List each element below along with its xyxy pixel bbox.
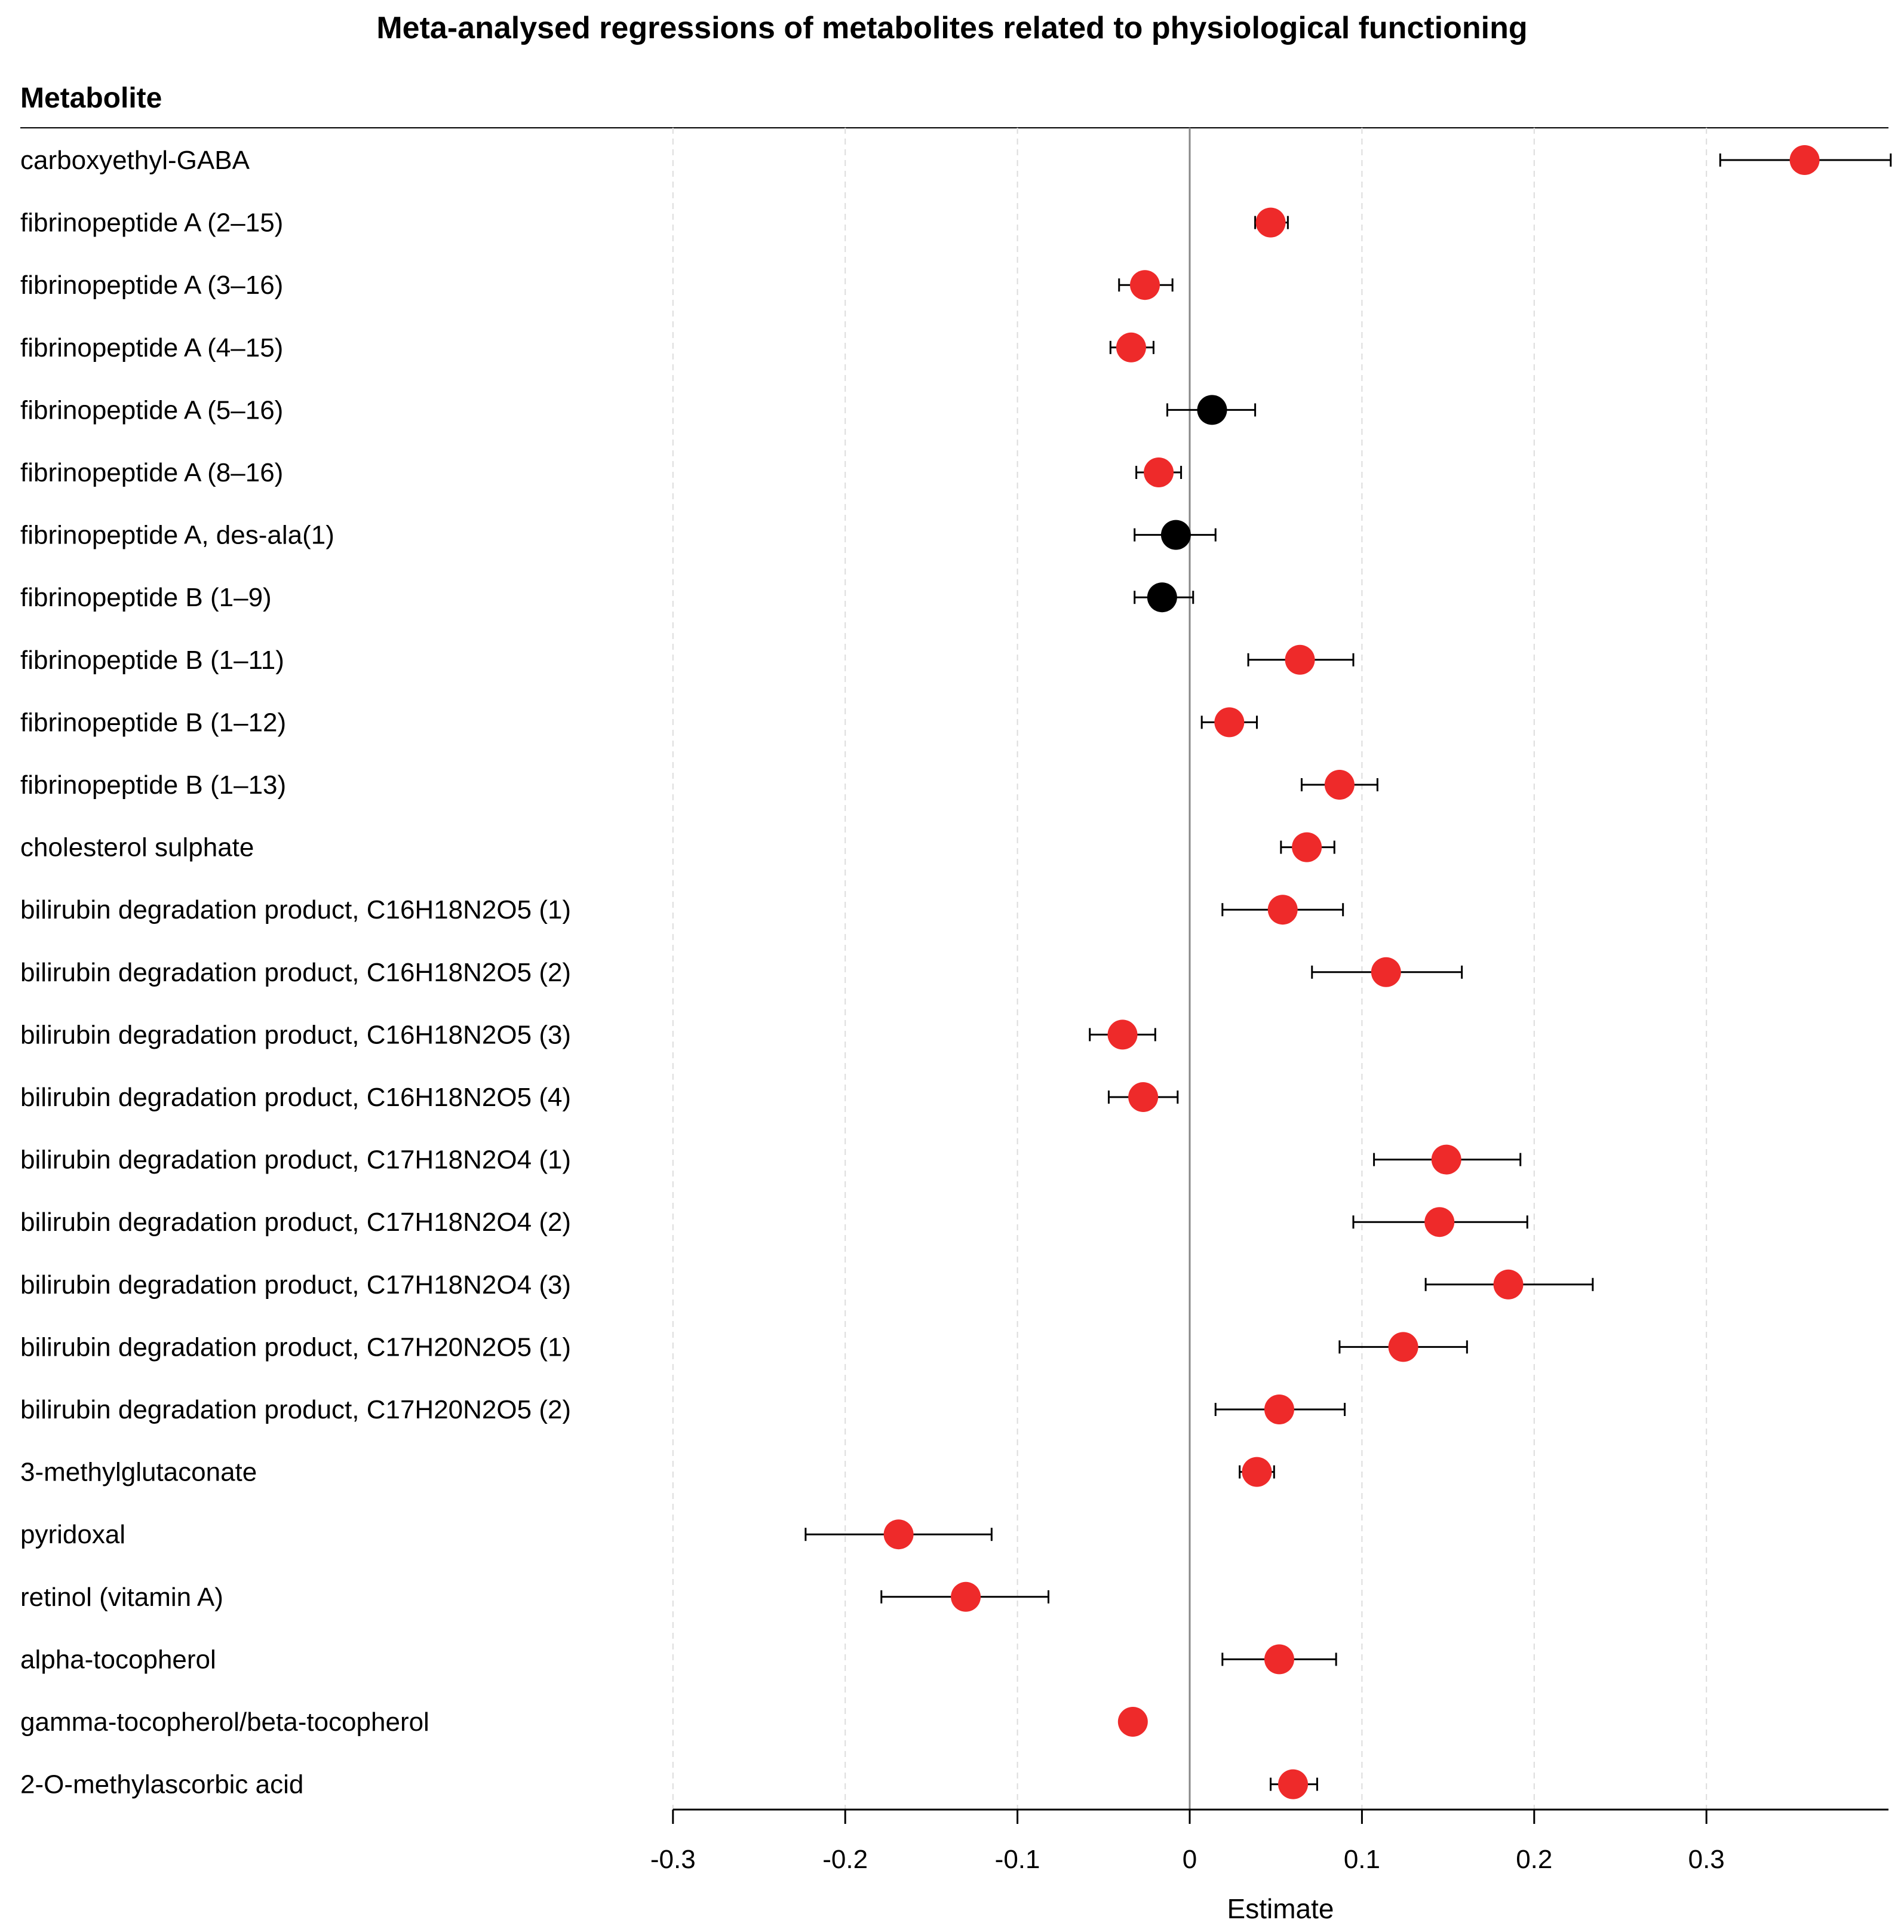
forest-row: bilirubin degradation product, C17H18N2O… [20, 1269, 1594, 1300]
column-header: Metabolite [20, 82, 162, 114]
metabolite-label: fibrinopeptide A (2–15) [20, 208, 283, 238]
forest-row: fibrinopeptide A (2–15) [20, 207, 1289, 238]
x-tick-label: -0.3 [650, 1845, 696, 1874]
forest-row: fibrinopeptide B (1–9) [20, 582, 1194, 613]
grid-lines [672, 128, 1708, 1810]
forest-row: bilirubin degradation product, C17H18N2O… [20, 1144, 1522, 1175]
estimate-point [1147, 582, 1177, 613]
estimate-point [1371, 957, 1401, 987]
forest-row: retinol (vitamin A) [20, 1581, 1050, 1612]
forest-row: fibrinopeptide B (1–13) [20, 770, 1378, 800]
metabolite-label: 3-methylglutaconate [20, 1458, 257, 1487]
metabolite-label: fibrinopeptide B (1–12) [20, 708, 286, 737]
estimate-point [1789, 145, 1820, 175]
estimate-point [1292, 832, 1322, 862]
metabolite-label: fibrinopeptide B (1–11) [20, 646, 284, 675]
x-tick-label: -0.2 [822, 1845, 868, 1874]
forest-row: bilirubin degradation product, C16H18N2O… [20, 1019, 1156, 1050]
metabolite-label: bilirubin degradation product, C16H18N2O… [20, 895, 571, 924]
estimate-point [1144, 457, 1174, 487]
forest-row: bilirubin degradation product, C17H20N2O… [20, 1332, 1468, 1362]
estimate-point [1267, 895, 1298, 925]
metabolite-label: cholesterol sulphate [20, 833, 254, 862]
estimate-point [1493, 1269, 1524, 1300]
forest-row: cholesterol sulphate [20, 832, 1335, 862]
estimate-point [1278, 1769, 1309, 1799]
estimate-point [1160, 520, 1191, 550]
estimate-point [1255, 207, 1286, 238]
metabolite-label: 2-O-methylascorbic acid [20, 1770, 303, 1799]
forest-row: 3-methylglutaconate [20, 1457, 1275, 1487]
estimate-point [1324, 770, 1355, 800]
forest-row: 2-O-methylascorbic acid [20, 1769, 1318, 1799]
rows: carboxyethyl-GABA fibrinopeptide A (2–15)… [20, 145, 1892, 1799]
metabolite-label: fibrinopeptide B (1–9) [20, 583, 272, 612]
forest-row: fibrinopeptide A, des-ala(1) [20, 520, 1217, 550]
x-tick-label: 0 [1183, 1845, 1197, 1874]
forest-row: fibrinopeptide A (5–16) [20, 395, 1257, 425]
x-axis-title: Estimate [1227, 1893, 1334, 1924]
estimate-point [1117, 1707, 1148, 1737]
estimate-point [883, 1519, 914, 1550]
metabolite-label: fibrinopeptide A (4–15) [20, 333, 283, 363]
forest-row: fibrinopeptide A (3–16) [20, 270, 1174, 300]
forest-row: bilirubin degradation product, C16H18N2O… [20, 957, 1463, 987]
metabolite-label: fibrinopeptide B (1–13) [20, 770, 286, 800]
forest-row: fibrinopeptide A (8–16) [20, 457, 1183, 487]
forest-row: pyridoxal [20, 1519, 993, 1550]
metabolite-label: bilirubin degradation product, C16H18N2O… [20, 1083, 571, 1112]
metabolite-label: bilirubin degradation product, C17H18N2O… [20, 1270, 571, 1300]
metabolite-label: fibrinopeptide A, des-ala(1) [20, 521, 334, 550]
x-tick-label: 0.1 [1344, 1845, 1380, 1874]
forest-row: bilirubin degradation product, C16H18N2O… [20, 895, 1344, 925]
metabolite-label: bilirubin degradation product, C17H20N2O… [20, 1395, 571, 1424]
x-tick-label: 0.3 [1688, 1845, 1725, 1874]
metabolite-label: fibrinopeptide A (3–16) [20, 271, 283, 300]
forest-row: fibrinopeptide B (1–11) [20, 644, 1355, 675]
estimate-point [1264, 1644, 1294, 1675]
metabolite-label: pyridoxal [20, 1520, 125, 1549]
estimate-point [1130, 270, 1160, 300]
estimate-point [1214, 707, 1245, 738]
forest-row: carboxyethyl-GABA [20, 145, 1892, 175]
forest-row: fibrinopeptide B (1–12) [20, 707, 1258, 738]
forest-row: gamma-tocopherol/beta-tocopherol [20, 1707, 1148, 1737]
forest-row: alpha-tocopherol [20, 1644, 1337, 1675]
metabolite-label: fibrinopeptide A (8–16) [20, 458, 283, 487]
metabolite-label: carboxyethyl-GABA [20, 146, 250, 175]
metabolite-label: bilirubin degradation product, C17H18N2O… [20, 1145, 571, 1175]
estimate-point [951, 1581, 981, 1612]
metabolite-label: bilirubin degradation product, C17H20N2O… [20, 1332, 571, 1362]
metabolite-label: bilirubin degradation product, C16H18N2O… [20, 958, 571, 987]
estimate-point [1388, 1332, 1418, 1362]
estimate-point [1116, 332, 1146, 363]
x-axis: -0.3 -0.2 -0.1 0 0.1 0.2 0.3 [650, 1808, 1888, 1874]
estimate-point [1424, 1207, 1455, 1237]
forest-row: bilirubin degradation product, C16H18N2O… [20, 1082, 1179, 1112]
chart-title: Meta-analysed regressions of metabolites… [376, 11, 1527, 45]
metabolite-label: bilirubin degradation product, C16H18N2O… [20, 1020, 571, 1049]
forest-row: bilirubin degradation product, C17H18N2O… [20, 1207, 1528, 1237]
metabolite-label: retinol (vitamin A) [20, 1583, 223, 1612]
forest-row: fibrinopeptide A (4–15) [20, 332, 1154, 363]
estimate-point [1107, 1019, 1138, 1050]
estimate-point [1264, 1395, 1294, 1424]
x-tick-label: 0.2 [1516, 1845, 1552, 1874]
x-tick-label: -0.1 [995, 1845, 1040, 1874]
estimate-point [1197, 395, 1227, 425]
estimate-point [1285, 644, 1315, 675]
metabolite-label: gamma-tocopherol/beta-tocopherol [20, 1707, 429, 1737]
metabolite-label: alpha-tocopherol [20, 1645, 216, 1674]
estimate-point [1242, 1457, 1272, 1487]
metabolite-label: bilirubin degradation product, C17H18N2O… [20, 1208, 571, 1237]
estimate-point [1431, 1144, 1461, 1175]
forest-row: bilirubin degradation product, C17H20N2O… [20, 1395, 1346, 1424]
metabolite-label: fibrinopeptide A (5–16) [20, 395, 283, 425]
estimate-point [1128, 1082, 1159, 1112]
